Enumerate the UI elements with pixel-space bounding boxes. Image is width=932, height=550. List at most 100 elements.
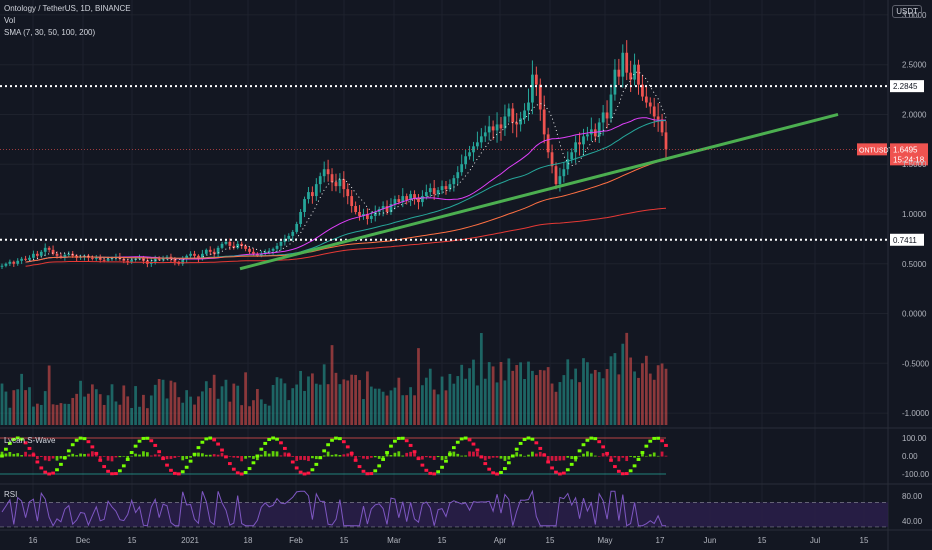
volume-bar — [389, 390, 393, 425]
volume-bar — [161, 379, 165, 425]
swave-histogram-bar — [613, 456, 617, 458]
symbol-legend: Ontology / TetherUS, 1D, BINANCE — [4, 4, 131, 13]
swave-histogram-bar — [271, 451, 275, 457]
candle-body — [122, 258, 126, 261]
candle-body — [538, 84, 542, 110]
volume-bar — [51, 404, 55, 425]
swave-histogram-bar — [236, 456, 240, 458]
candle-body — [138, 257, 141, 259]
swave-histogram-bar — [444, 456, 448, 459]
price-axis-label: 3.0000 — [902, 11, 927, 20]
swave-histogram-bar — [381, 456, 385, 460]
candle-body — [523, 110, 526, 119]
volume-bar — [362, 399, 365, 425]
level-price-tag — [890, 233, 924, 246]
swave-histogram-bar — [578, 455, 581, 457]
countdown-label: 15:24:18 — [893, 155, 925, 164]
volume-bar — [39, 404, 43, 425]
swave-histogram-bar — [43, 456, 47, 461]
candle-body — [106, 258, 110, 261]
volume-bar — [417, 348, 420, 425]
candle-body — [648, 102, 652, 107]
swave-histogram-bar — [519, 454, 523, 457]
swave-histogram-bar — [334, 454, 338, 457]
symbol-tag — [857, 143, 887, 156]
price-axis-label: 1.0000 — [902, 210, 927, 219]
candle-body — [625, 52, 629, 73]
candle-body — [47, 247, 51, 250]
candle-body — [589, 129, 593, 135]
swave-histogram-bar — [397, 451, 401, 457]
time-axis-label: 15 — [758, 536, 767, 545]
candle-body — [55, 253, 59, 256]
swave-histogram-bar — [570, 456, 574, 460]
volume-bar — [633, 371, 636, 425]
candle-body — [574, 142, 578, 153]
time-axis-label: Mar — [387, 536, 401, 545]
volume-bar — [381, 391, 385, 425]
volume-bar — [476, 385, 479, 425]
candle-body — [39, 251, 43, 256]
volume-bar — [597, 372, 601, 425]
volume-bar — [63, 403, 67, 425]
currency-button[interactable]: USDT — [892, 5, 922, 18]
candle-body — [424, 192, 428, 197]
candle-body — [613, 69, 617, 95]
volume-bar — [515, 365, 519, 425]
swave-histogram-bar — [106, 456, 110, 461]
swave-histogram-bar — [94, 452, 98, 457]
time-axis-label: 15 — [128, 536, 137, 545]
candle-body — [401, 196, 405, 203]
volume-bar — [224, 379, 228, 425]
volume-bar — [216, 398, 220, 425]
volume-bar — [59, 403, 63, 425]
volume-bar — [47, 365, 51, 425]
swave-histogram-bar — [330, 454, 334, 457]
swave-pane-label: Lycan S-Wave — [4, 436, 56, 445]
candle-body — [519, 118, 523, 125]
swave-histogram-bar — [252, 456, 255, 459]
time-axis-label: May — [597, 536, 612, 545]
volume-bar — [173, 382, 177, 425]
candle-body — [126, 260, 130, 262]
volume-bar — [263, 403, 267, 425]
sma-200-line — [25, 207, 667, 267]
volume-bar — [299, 370, 302, 425]
candle-body — [527, 102, 530, 111]
candle-body — [358, 212, 361, 216]
volume-bar — [118, 404, 122, 425]
swave-histogram-bar — [664, 455, 668, 457]
volume-bar — [644, 355, 648, 425]
volume-bar — [479, 333, 483, 425]
candle-body — [24, 258, 27, 260]
swave-histogram-bar — [173, 456, 177, 458]
candle-body — [67, 253, 71, 255]
swave-histogram-bar — [20, 455, 24, 457]
candle-body — [311, 192, 314, 197]
candle-body — [428, 188, 432, 193]
time-axis-label: 15 — [860, 536, 869, 545]
swave-histogram-bar — [98, 456, 102, 462]
candle-body — [130, 259, 134, 262]
candle-body — [32, 253, 35, 258]
volume-bar — [177, 397, 181, 425]
swave-histogram-bar — [342, 454, 346, 457]
swave-histogram-bar — [87, 453, 90, 457]
volume-bar — [67, 403, 71, 425]
candle-body — [515, 122, 519, 125]
candle-body — [503, 116, 507, 129]
candle-body — [295, 223, 299, 232]
volume-bar — [303, 390, 306, 425]
swave-histogram-bar — [275, 451, 279, 457]
swave-histogram-bar — [523, 455, 526, 457]
candle-body — [436, 190, 440, 195]
time-axis-label: Dec — [76, 536, 90, 545]
candle-body — [153, 258, 157, 262]
volume-bar — [326, 384, 330, 425]
volume-bar — [55, 404, 59, 425]
swave-histogram-bar — [648, 454, 652, 457]
swave-histogram-bar — [656, 455, 660, 457]
volume-bar — [287, 400, 291, 425]
candle-body — [185, 255, 189, 259]
